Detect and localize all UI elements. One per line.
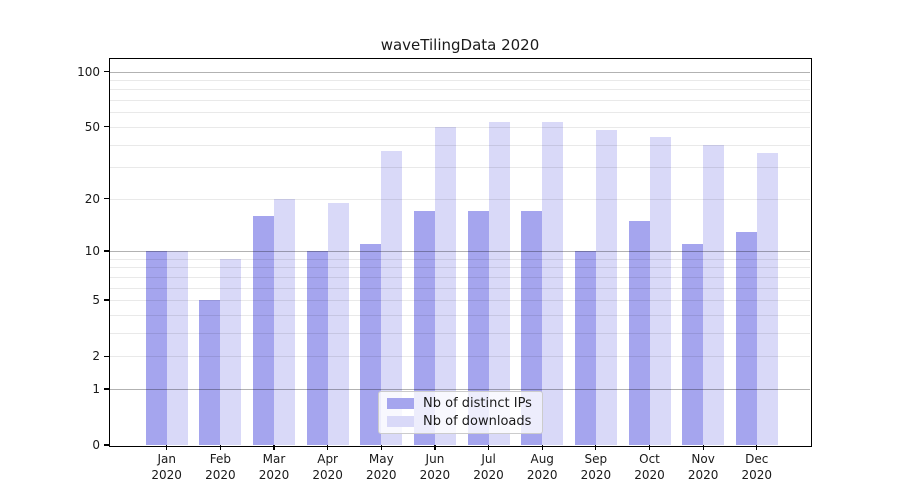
bar-distinct-ips-apr <box>306 251 328 445</box>
y-axis-tick <box>104 70 109 73</box>
minor-gridline <box>110 356 810 358</box>
x-tick-label-may: May 2020 <box>365 452 397 482</box>
y-tick-label-100: 100 <box>77 64 100 79</box>
y-tick-label-5: 5 <box>92 293 100 308</box>
x-axis-tick <box>541 445 543 450</box>
x-tick-label-jun: Jun 2020 <box>419 452 451 482</box>
legend-label-distinct-ips: Nb of distinct IPs <box>423 396 532 411</box>
x-axis-tick <box>595 445 597 450</box>
x-axis-tick <box>487 445 490 450</box>
bar-distinct-ips-jun <box>413 211 435 445</box>
minor-gridline <box>110 167 810 169</box>
y-axis-tick <box>104 388 109 390</box>
minor-gridline <box>110 144 810 146</box>
minor-gridline <box>110 276 810 278</box>
y-tick-label-2: 2 <box>92 349 100 364</box>
bar-distinct-ips-sep <box>574 251 596 445</box>
y-tick-label-1: 1 <box>92 381 100 396</box>
y-axis-tick <box>104 355 109 357</box>
bar-downloads-sep <box>595 130 617 445</box>
bar-distinct-ips-may <box>360 243 382 445</box>
legend-label-downloads: Nb of downloads <box>423 414 532 429</box>
x-tick-label-feb: Feb 2020 <box>205 452 236 482</box>
x-axis-tick <box>756 445 758 450</box>
x-axis-tick <box>434 445 436 450</box>
minor-gridline <box>110 126 810 128</box>
x-tick-label-sep: Sep 2020 <box>580 452 612 482</box>
legend-item-distinct-ips: Nb of distinct IPs <box>387 396 534 411</box>
x-tick-label-mar: Mar 2020 <box>258 452 290 482</box>
bar-distinct-ips-oct <box>628 220 650 445</box>
x-axis-tick <box>166 445 168 450</box>
bar-distinct-ips-dec <box>735 231 757 445</box>
y-axis-tick <box>104 126 109 128</box>
minor-gridline <box>110 80 810 82</box>
x-axis-tick <box>219 445 221 450</box>
x-axis-tick <box>648 445 651 450</box>
y-axis-tick <box>104 299 109 301</box>
chart-title: waveTilingData 2020 <box>380 36 540 54</box>
bar-downloads-jan <box>166 251 188 445</box>
plot-area: Nb of distinct IPs Nb of downloads <box>110 59 810 445</box>
bar-downloads-dec <box>756 152 778 445</box>
minor-gridline <box>110 258 810 260</box>
legend-swatch-downloads <box>387 416 414 427</box>
minor-gridline <box>110 112 810 114</box>
bar-distinct-ips-feb <box>199 300 221 445</box>
x-axis-tick <box>273 445 275 450</box>
y-tick-label-20: 20 <box>84 191 100 206</box>
x-axis-tick <box>702 445 704 450</box>
y-tick-label-50: 50 <box>84 119 100 134</box>
bar-distinct-ips-jul <box>467 211 489 445</box>
minor-gridline <box>110 300 810 302</box>
bar-distinct-ips-nov <box>682 243 704 445</box>
y-axis-tick <box>104 444 109 446</box>
legend-item-downloads: Nb of downloads <box>387 414 534 429</box>
x-tick-label-nov: Nov 2020 <box>687 452 719 482</box>
y-tick-label-10: 10 <box>84 243 100 258</box>
bar-downloads-mar <box>273 198 295 445</box>
minor-gridline <box>110 100 810 102</box>
bar-downloads-jul <box>488 122 510 445</box>
major-gridline <box>110 250 810 252</box>
x-tick-label-apr: Apr 2020 <box>312 452 343 482</box>
y-axis-tick <box>104 198 109 200</box>
legend-swatch-distinct-ips <box>387 398 414 409</box>
minor-gridline <box>110 287 810 289</box>
x-tick-label-jul: Jul 2020 <box>473 452 504 482</box>
bar-distinct-ips-mar <box>252 215 274 445</box>
minor-gridline <box>110 314 810 316</box>
bar-downloads-feb <box>220 258 242 445</box>
bar-downloads-apr <box>327 202 349 445</box>
major-gridline <box>110 71 810 73</box>
minor-gridline <box>110 198 810 200</box>
x-tick-label-aug: Aug 2020 <box>526 452 558 482</box>
minor-gridline <box>110 89 810 91</box>
minor-gridline <box>110 267 810 269</box>
bar-downloads-oct <box>649 137 671 445</box>
y-tick-label-0: 0 <box>92 438 100 452</box>
bar-downloads-may <box>381 150 403 445</box>
bar-distinct-ips-aug <box>521 211 543 445</box>
legend: Nb of distinct IPs Nb of downloads <box>378 391 543 434</box>
bar-distinct-ips-jan <box>145 251 167 445</box>
x-tick-label-dec: Dec 2020 <box>741 452 773 482</box>
y-axis-tick <box>104 250 109 252</box>
bar-downloads-nov <box>703 144 725 445</box>
x-axis-tick <box>380 445 382 450</box>
bar-downloads-aug <box>542 122 564 445</box>
bar-downloads-jun <box>434 126 456 445</box>
x-tick-label-oct: Oct 2020 <box>634 452 665 482</box>
x-axis-tick <box>327 445 329 450</box>
minor-gridline <box>110 332 810 334</box>
major-gridline <box>110 388 810 390</box>
x-tick-label-jan: Jan 2020 <box>151 452 182 482</box>
